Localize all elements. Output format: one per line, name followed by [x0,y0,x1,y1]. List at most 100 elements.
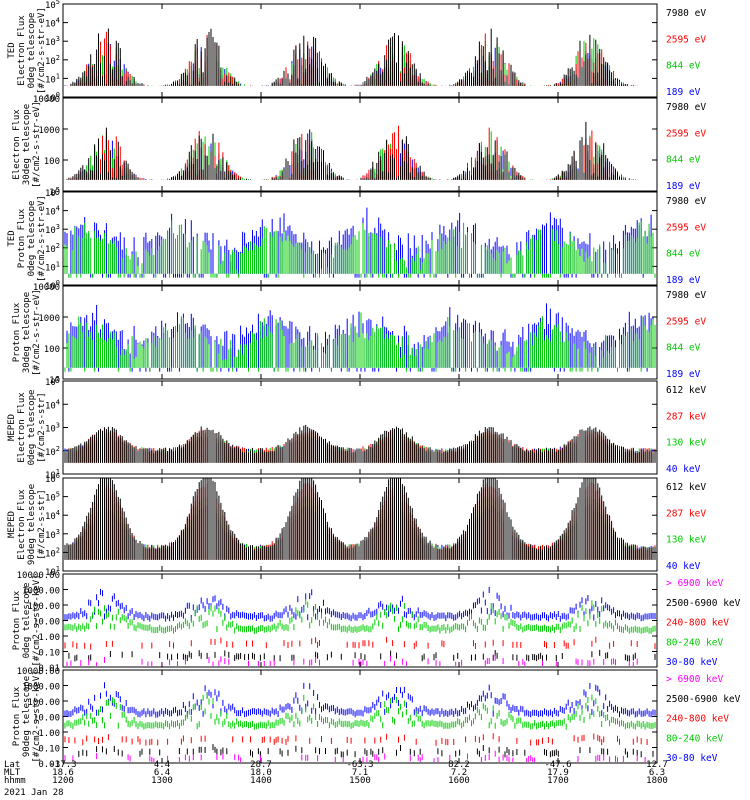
x-tick-lat: 82.2 [448,760,470,770]
series-trace-1 [64,750,646,762]
series-trace-4 [64,598,656,634]
y-tick-label: 103 [45,35,60,48]
x-tick-mlt: 18.6 [52,768,74,778]
y-axis-label: [#/cm2-s-str] [37,489,47,559]
y-tick-label: 102 [45,242,60,255]
y-axis-label: [#/cm2-s-str-keV] [32,670,42,762]
legend-entry: 240-800 keV [666,714,729,725]
legend-entry: 2500-6900 keV [666,598,741,609]
series-trace-3 [64,733,648,746]
x-tick-hhmm: 1700 [547,776,569,786]
y-tick-label: 103 [45,528,60,541]
legend-entry: 7980 eV [666,102,706,113]
x-tick-hhmm: 1800 [646,776,668,786]
y-tick-label: 10.00 [33,714,60,724]
panel-1: 100 101 102 103 104 105 TED Electron Flux 0deg t… [7,0,706,104]
y-axis-label: [#/cm2-s-str-eV] [32,101,42,188]
series-trace-1 [70,28,636,86]
y-tick-label: 1000.00 [22,587,60,597]
series-trace-3 [70,37,638,86]
y-axis-label: [#/cm2-s-str-eV] [37,7,47,94]
x-axis-row-label: hhmm [4,776,26,786]
y-tick-label: 101 [45,468,60,481]
series-trace-4 [64,42,640,86]
x-tick-lat: 4.4 [154,760,170,770]
legend-entry: 189 eV [666,181,701,192]
legend-entry: 844 eV [666,343,701,354]
y-tick-label: 104 [45,205,60,218]
x-tick-hhmm: 1200 [52,776,74,786]
y-axis-label: [#/cm2-s-str] [37,392,47,462]
x-tick-mlt: 18.0 [250,768,272,778]
y-tick-label: 100.00 [27,602,60,612]
x-tick-lat: -47.6 [544,760,571,770]
y-tick-label: 105 [45,186,60,199]
y-axis-label: 90deg telescope [22,676,32,757]
legend-entry: 844 eV [666,61,701,72]
y-tick-label: 1.00 [38,729,60,739]
y-axis-label: 0deg telescope [27,390,37,466]
y-tick-label: 104 [45,398,60,411]
x-tick-mlt: 6.3 [649,768,665,778]
y-axis-label: 30deg telescope [22,104,32,185]
series-trace-1 [64,425,656,463]
y-axis-label: 30deg telescope [22,292,32,373]
date-label: 2021 Jan 28 [4,788,64,798]
y-axis-label: Proton Flux [12,686,22,746]
y-tick-label: 10000.00 [17,571,60,581]
y-axis-label: 0deg telescope [22,583,32,659]
x-tick-hhmm: 1500 [349,776,371,786]
panel-6: 101 102 103 104 105 106 MEPED Electron Flux 90de… [7,472,706,578]
x-tick-mlt: 6.4 [154,768,170,778]
x-tick-lat: 12.7 [646,760,668,770]
legend-entry: 844 eV [666,155,701,166]
series-trace-2 [66,31,640,86]
x-tick-hhmm: 1600 [448,776,470,786]
y-tick-label: 10 [49,376,60,386]
y-axis-label: Proton Flux [17,208,27,268]
y-tick-label: 100.00 [27,698,60,708]
legend-entry: 189 eV [666,87,701,98]
legend-entry: 30-80 keV [666,657,718,668]
x-tick-mlt: 7.2 [451,768,467,778]
y-axis-label: MEPED [7,414,17,441]
y-axis-label: Proton Flux [12,302,22,362]
y-tick-label: 105 [45,0,60,11]
panel-frame [62,573,658,668]
legend-entry: 2595 eV [666,222,706,233]
series-trace-2 [70,125,626,180]
panel-7: 0.01 0.10 1.00 10.00 100.00 1000.00 10000.00 Pr… [12,571,741,674]
legend-entry: 287 keV [666,411,706,422]
y-tick-label: 102 [45,546,60,559]
y-tick-label: 103 [45,223,60,236]
legend-entry: 189 eV [666,275,701,286]
series-trace-4 [64,692,656,730]
series-trace-5 [64,682,656,718]
y-tick-label: 0.01 [38,760,60,770]
panel-4: 10 100 1000 10000 Proton Flux 30deg telescope… [12,283,706,386]
x-tick-lat: -63.3 [346,760,373,770]
series-trace-1 [64,478,656,560]
y-tick-label: 100 [45,91,60,104]
legend-entry: > 6900 keV [666,578,723,589]
y-axis-label: 0deg telescope [27,13,37,89]
panel-2: 10 100 1000 10000 Electron Flux 30deg telesco… [12,95,706,198]
panel-5: 101 102 103 104 105 MEPED Electron Flux 0deg te… [7,375,706,481]
legend-entry: 40 keV [666,464,701,475]
y-tick-label: 103 [45,422,60,435]
legend-entry: 287 keV [666,508,706,519]
panel-8: 0.01 0.10 1.00 10.00 100.00 1000.00 10000.00 Pr… [12,667,741,770]
y-axis-label: Electron Flux [17,489,27,560]
y-axis-label: Electron Flux [17,392,27,463]
legend-entry: 130 keV [666,535,706,546]
y-axis-label: TED [7,42,17,58]
y-axis-label: Proton Flux [12,590,22,650]
y-tick-label: 1.00 [38,633,60,643]
x-tick-lat: -37.3 [49,760,76,770]
legend-entry: 240-800 keV [666,618,729,629]
series-trace-4 [70,133,638,180]
legend-entry: 7980 eV [666,290,706,301]
legend-entry: 2595 eV [666,34,706,45]
y-tick-label: 0.10 [38,649,60,659]
